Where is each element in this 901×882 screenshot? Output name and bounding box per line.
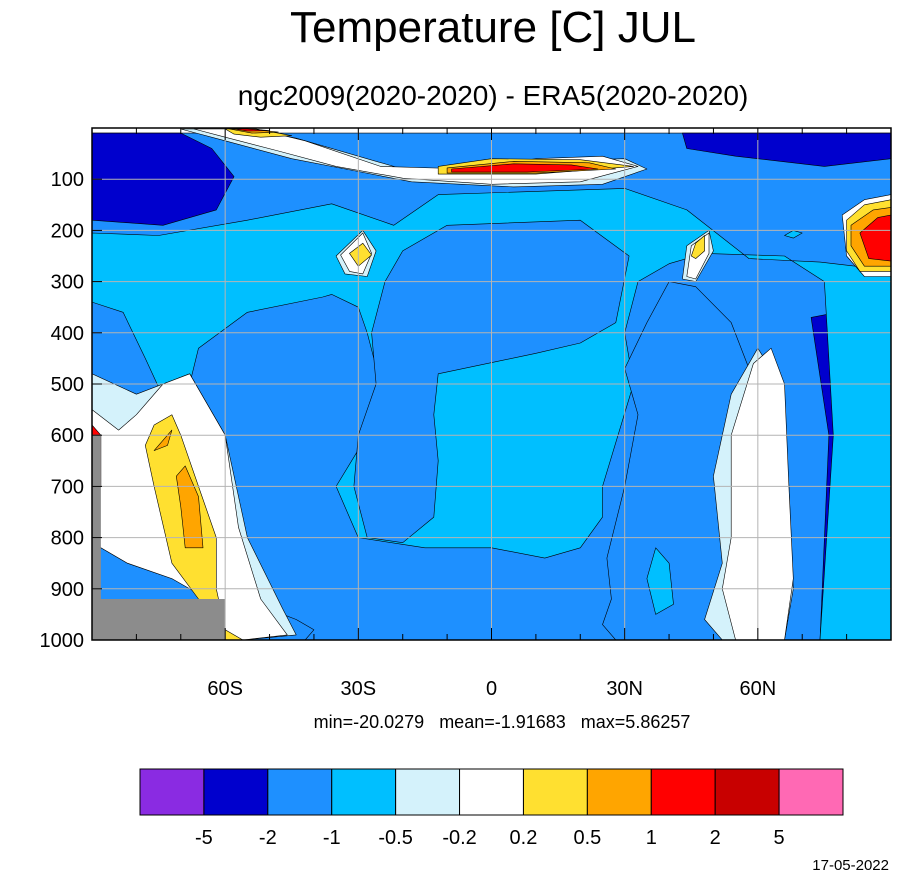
missing-data-region: [92, 435, 226, 640]
contour-region-35: [646, 547, 674, 615]
y-tick-label: 400: [51, 323, 84, 345]
colorbar-label: -0.5: [378, 827, 412, 849]
colorbar-label: 1: [646, 827, 657, 849]
y-tick-label: 100: [51, 169, 84, 191]
y-tick-label: 600: [51, 425, 84, 447]
y-tick-label: 800: [51, 528, 84, 550]
colorbar-swatch: [650, 768, 716, 816]
x-tick-label: 60N: [739, 678, 776, 700]
contour-region-31: [451, 163, 599, 173]
chart-subtitle: ngc2009(2020-2020) - ERA5(2020-2020): [238, 80, 749, 111]
date-stamp: 17-05-2022: [812, 857, 889, 874]
grid-layer: [92, 128, 891, 640]
axis-ticks: [92, 128, 848, 641]
contour-region-2: [682, 132, 891, 167]
x-tick-label: 30N: [606, 678, 643, 700]
colorbar-label: -5: [195, 827, 213, 849]
y-tick-label: 700: [51, 476, 84, 498]
y-tick-label: 900: [51, 579, 84, 601]
colorbar-label: 0.2: [510, 827, 538, 849]
chart-title: Temperature [C] JUL: [290, 3, 696, 52]
colorbar-swatch: [203, 768, 269, 816]
colorbar-swatch: [267, 768, 333, 816]
colorbar-swatch: [586, 768, 652, 816]
colorbar-swatch: [331, 768, 397, 816]
colorbar-swatch: [778, 768, 844, 816]
y-tick-label: 200: [51, 220, 84, 242]
colorbar-label: -2: [259, 827, 277, 849]
x-tick-labels: 60S 30S 0 30N 60N: [207, 678, 776, 700]
x-tick-label: 60S: [207, 678, 243, 700]
colorbar-label: 0.5: [573, 827, 601, 849]
colorbar-swatch: [139, 768, 205, 816]
colorbar-swatch: [522, 768, 588, 816]
x-tick-label: 30S: [341, 678, 377, 700]
colorbar-swatch: [395, 768, 461, 816]
y-tick-label: 500: [51, 374, 84, 396]
contour-region-33: [859, 214, 891, 262]
contour-region-22: [690, 235, 705, 259]
y-tick-labels: 100 200 300 400 500 600 700 800 900 1000: [40, 169, 85, 652]
colorbar-swatch: [714, 768, 780, 816]
colorbar-label: 2: [710, 827, 721, 849]
colorbar-labels: -5 -2 -1 -0.5 -0.2 0.2 0.5 1 2 5: [195, 827, 785, 849]
plot-area: [92, 128, 891, 640]
colorbar-label: -0.2: [442, 827, 476, 849]
colorbar-swatch: [459, 768, 524, 816]
colorbar-label: -1: [323, 827, 341, 849]
contour-region-34: [784, 230, 803, 239]
y-tick-label: 300: [51, 272, 84, 294]
y-tick-label: 1000: [40, 630, 85, 652]
colorbar: [139, 768, 844, 816]
stats-text: min=-20.0279 mean=-1.91683 max=5.86257: [314, 712, 691, 732]
colorbar-label: 5: [774, 827, 785, 849]
missing-data-layer: [92, 435, 226, 640]
x-tick-label: 0: [486, 678, 497, 700]
